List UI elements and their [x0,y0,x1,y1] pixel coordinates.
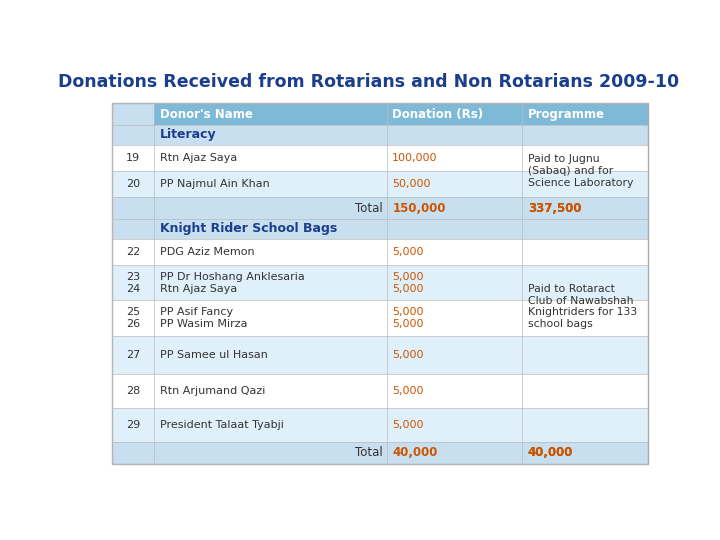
Text: 337,500: 337,500 [528,201,581,214]
Text: 150,000: 150,000 [392,201,446,214]
Bar [112,442,648,464]
Text: 5,000
5,000: 5,000 5,000 [392,307,424,329]
Text: 5,000: 5,000 [392,420,424,430]
Bar [112,239,648,265]
Text: 5,000: 5,000 [392,247,424,257]
Bar [154,103,387,125]
Bar [112,336,648,374]
Text: Rtn Arjumand Qazi: Rtn Arjumand Qazi [160,386,265,396]
Text: Donation (Rs): Donation (Rs) [392,107,483,120]
Text: President Talaat Tyabji: President Talaat Tyabji [160,420,284,430]
Text: Donor's Name: Donor's Name [160,107,253,120]
Text: 5,000: 5,000 [392,386,424,396]
Text: 40,000: 40,000 [392,447,438,460]
Text: 337,500: 337,500 [528,201,581,214]
Text: PP Asif Fancy
PP Wasim Mirza: PP Asif Fancy PP Wasim Mirza [160,307,247,329]
Text: 28: 28 [126,386,140,396]
Text: 27: 27 [126,350,140,360]
Bar [387,103,523,125]
Bar [112,265,648,300]
Text: Paid to Rotaract
Club of Nawabshah
Knightriders for 133
school bags: Paid to Rotaract Club of Nawabshah Knigh… [528,284,637,329]
Text: Total: Total [355,201,383,214]
Text: Rtn Ajaz Saya: Rtn Ajaz Saya [160,153,237,163]
Text: 22: 22 [126,247,140,257]
Text: PP Dr Hoshang Anklesaria
Rtn Ajaz Saya: PP Dr Hoshang Anklesaria Rtn Ajaz Saya [160,272,305,294]
Text: Total: Total [355,447,383,460]
Bar [112,145,648,171]
Text: PP Samee ul Hasan: PP Samee ul Hasan [160,350,268,360]
Bar [112,171,648,197]
Text: 5,000: 5,000 [392,350,424,360]
Text: 50,000: 50,000 [392,179,431,189]
Text: Knight Rider School Bags: Knight Rider School Bags [160,222,337,235]
Bar [112,103,154,125]
Text: PDG Aziz Memon: PDG Aziz Memon [160,247,254,257]
Bar [112,103,648,464]
Bar [112,219,648,239]
Text: 40,000: 40,000 [528,447,573,460]
Text: Paid to Jugnu
(Sabaq) and for
Science Laboratory: Paid to Jugnu (Sabaq) and for Science La… [528,154,634,188]
Text: 20: 20 [126,179,140,189]
Bar [523,103,648,125]
Text: Donations Received from Rotarians and Non Rotarians 2009-10: Donations Received from Rotarians and No… [58,73,680,91]
Text: Literacy: Literacy [160,129,217,141]
Bar [112,408,648,442]
Text: 19: 19 [126,153,140,163]
Text: 25
26: 25 26 [126,307,140,329]
Bar [112,300,648,336]
Text: 100,000: 100,000 [392,153,438,163]
Text: 23
24: 23 24 [126,272,140,294]
Text: 29: 29 [126,420,140,430]
Text: PP Najmul Ain Khan: PP Najmul Ain Khan [160,179,269,189]
Bar [112,125,648,145]
Text: 5,000
5,000: 5,000 5,000 [392,272,424,294]
Text: 40,000: 40,000 [528,447,573,460]
Text: Programme: Programme [528,107,605,120]
Bar [112,103,648,125]
Bar [112,374,648,408]
Bar [112,197,648,219]
